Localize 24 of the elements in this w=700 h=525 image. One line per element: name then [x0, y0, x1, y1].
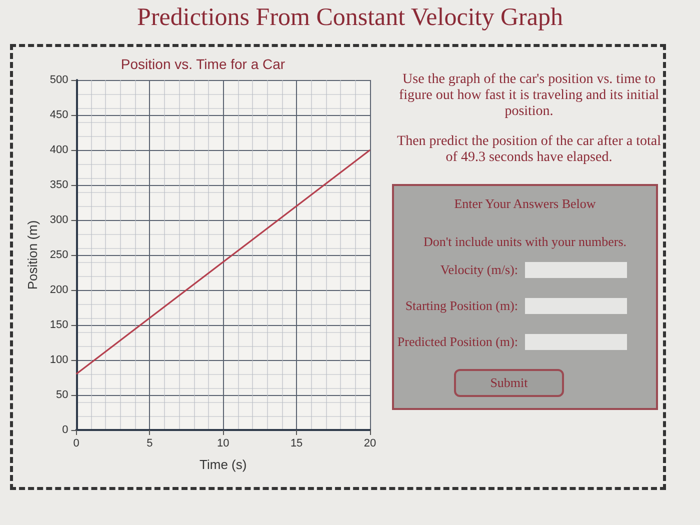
y-tick-label: 0	[62, 424, 68, 436]
y-tick-label: 50	[56, 389, 68, 401]
y-tick-label: 500	[50, 74, 68, 86]
x-axis-title: Time (s)	[200, 457, 247, 472]
x-tick-label: 10	[217, 438, 230, 450]
text: Then predict the position of the car after a total of 49.3 seconds have elapsed.	[396, 134, 662, 166]
y-axis-title: Position (m)	[25, 220, 40, 290]
y-tick-label: 100	[50, 354, 68, 366]
y-tick-label: 200	[50, 284, 68, 296]
chart-title: Position vs. Time for a Car	[120, 56, 286, 72]
y-tick-label: 300	[50, 214, 68, 226]
text: Predictions From Constant Velocity Graph	[136, 4, 564, 32]
x-tick-label: 20	[364, 438, 376, 450]
text: Use the graph of the car's position vs. time to figure out how fast it is traveling and its initial position.	[398, 72, 660, 120]
x-tick-label: 0	[73, 438, 80, 450]
y-tick-label: 250	[50, 249, 68, 261]
y-tick-label: 350	[50, 179, 68, 191]
x-tick-label: 5	[146, 438, 153, 450]
y-tick-label: 400	[50, 144, 68, 156]
y-tick-label: 150	[50, 319, 68, 331]
y-tick-label: 450	[50, 109, 68, 121]
submit-button[interactable]: Submit	[454, 369, 564, 397]
answer-form: Enter Your Answers Below Don't include units with your numbers. Velocity (m/s): Starting Position (m): Predicted Position (m): Submit	[392, 184, 658, 410]
x-tick-label: 15	[290, 438, 303, 450]
